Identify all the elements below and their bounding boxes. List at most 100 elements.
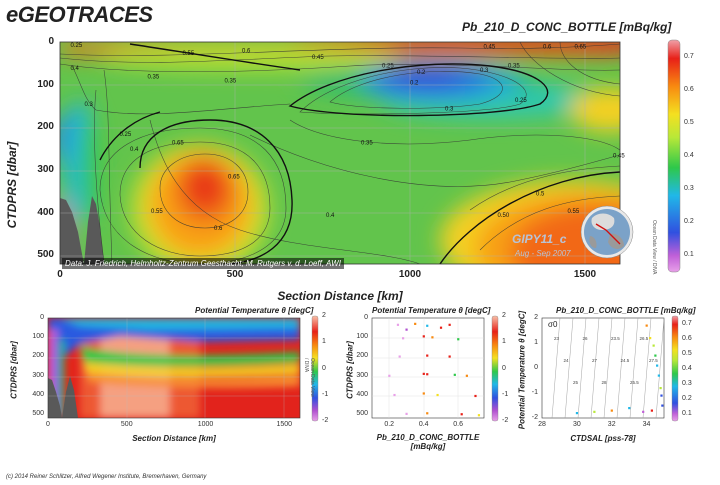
- profile-point: [422, 392, 425, 395]
- profile-point: [414, 322, 417, 325]
- contour-label: 0.3: [85, 102, 94, 108]
- main-color-field: [60, 42, 620, 264]
- profile-y-tick: 200: [356, 352, 368, 360]
- ts-x-tick: 34: [642, 421, 651, 428]
- ts-x-tick: 32: [607, 421, 616, 428]
- profile-y-tick: 100: [356, 333, 368, 341]
- profile-point: [388, 374, 391, 377]
- ts-y-tick: 2: [534, 314, 538, 321]
- ts-y-tick: -2: [531, 414, 538, 421]
- isopycnal-label: 27: [592, 358, 598, 363]
- profile-point: [474, 394, 477, 398]
- ts-colorbar-tick: 0.1: [682, 409, 692, 417]
- profile-point: [436, 393, 439, 397]
- main-colorbar-tick: 0.6: [684, 85, 694, 93]
- ts-colorbar-tick: 0.6: [682, 334, 692, 342]
- contour-label: 0.25: [382, 64, 394, 70]
- main-y-tick: 500: [37, 249, 54, 261]
- isopycnal-label: 28: [602, 380, 608, 385]
- copyright: (c) 2014 Reiner Schlitzer, Alfred Wegene…: [6, 474, 207, 480]
- profile-x-label: Pb_210_D_CONC_BOTTLE [mBq/kg]: [376, 433, 480, 451]
- profile-point: [426, 324, 429, 327]
- isopycnal-label: 24.5: [621, 358, 630, 363]
- profile-colorbar-tick: -2: [502, 417, 509, 424]
- ts-point: [659, 387, 662, 390]
- main-y-tick: 0: [48, 36, 54, 47]
- profile-plot-frame: [371, 317, 485, 419]
- contour-label: 0.4: [130, 147, 139, 153]
- globe-inset: [580, 205, 634, 259]
- temp-colorbar-tick: -2: [322, 417, 329, 424]
- temp-colorbar-tick: -1: [322, 390, 329, 398]
- main-colorbar-tick: 0.3: [684, 185, 694, 193]
- odv-label: Ocean Data View / DIVA: [651, 220, 657, 275]
- profile-point: [453, 373, 456, 376]
- profile-y-tick: 300: [356, 371, 368, 379]
- contour-label: 0.3: [480, 68, 489, 74]
- temp-y-tick: 400: [32, 390, 44, 398]
- temp-y-tick: 100: [32, 333, 44, 341]
- isopycnal-label: 24: [564, 358, 570, 363]
- main-contour-labels: 0.25 0.55 0.6 0.45 0.45 0.6 0.65 0.4 0.35 0.35 0.3…: [71, 43, 626, 232]
- temp-odv-label: Ocean Data View / DIVA: [303, 358, 315, 397]
- ts-point: [654, 354, 657, 357]
- main-x-tick: 1000: [398, 269, 422, 280]
- profile-point: [396, 323, 400, 326]
- contour-label: 0.25: [71, 43, 83, 49]
- temperature-colorbar: [311, 315, 319, 422]
- ts-x-label: CTDSAL [pss-78]: [570, 434, 636, 443]
- data-credit: Data: J. Friedrich, Helmholtz-Zentrum Ge…: [62, 258, 344, 269]
- main-colorbar: [667, 39, 681, 273]
- ts-point: [645, 324, 648, 327]
- temp-x-tick: 1000: [197, 421, 214, 428]
- isopycnal-label: 26.5: [640, 336, 649, 341]
- profile-point: [426, 354, 429, 357]
- profile-y-tick: 0: [364, 314, 368, 321]
- contour-label: 0.25: [515, 98, 527, 104]
- main-y-tick: 200: [37, 121, 54, 133]
- contour-label: 0.35: [148, 74, 160, 80]
- main-colorbar-tick: 0.5: [684, 118, 694, 126]
- main-x-tick: 1500: [573, 269, 597, 280]
- ts-point: [650, 409, 653, 412]
- cruise-label: GIPY11_c: [512, 232, 567, 246]
- ts-point: [656, 364, 659, 367]
- ts-x-tick: 28: [538, 421, 546, 428]
- sigma-label: σ0: [548, 320, 558, 329]
- temp-x-label: Section Distance [km]: [132, 434, 216, 443]
- contour-label: 0.65: [172, 140, 184, 146]
- profile-point: [477, 414, 481, 417]
- profile-point: [393, 393, 396, 397]
- profile-point: [460, 413, 463, 416]
- temp-x-tick: 500: [120, 421, 133, 428]
- ts-title: Pb_210_D_CONC_BOTTLE [mBq/kg]: [556, 306, 696, 315]
- ts-colorbar-tick: 0.2: [682, 394, 692, 402]
- contour-label: 0.4: [71, 66, 80, 72]
- profile-colorbar-tick: -1: [502, 390, 509, 398]
- main-colorbar-tick: 0.7: [684, 52, 694, 60]
- profile-colorbar-tick: 2: [502, 312, 506, 319]
- feature-label: 0.65: [228, 175, 240, 181]
- contour-label: 0.25: [120, 132, 132, 138]
- profile-point: [405, 328, 408, 331]
- contour-label: 0.6: [543, 44, 552, 50]
- profile-point: [431, 336, 434, 339]
- isopycnal-label: 27.5: [649, 358, 658, 363]
- ts-colorbar-tick: 0.7: [682, 319, 692, 327]
- profile-point: [426, 373, 429, 376]
- contour-label: 0.6: [242, 49, 251, 55]
- profile-y-tick: 400: [356, 390, 368, 398]
- temp-colorbar-tick: 1: [322, 338, 326, 346]
- contour-label: 0.35: [508, 64, 520, 70]
- contour-label: 0.50: [498, 213, 510, 219]
- main-x-tick: 500: [226, 269, 244, 280]
- temp-y-tick: 500: [32, 410, 44, 418]
- profile-colorbar-tick: 1: [502, 338, 506, 346]
- ts-y-tick: 0: [534, 364, 538, 371]
- feature-label: 0.55: [568, 209, 580, 215]
- main-parameter-title: Pb_210_D_CONC_BOTTLE [mBq/kg]: [462, 20, 672, 34]
- ts-plot-frame: [541, 317, 665, 419]
- temp-y-tick: 300: [32, 371, 44, 379]
- isopycnal-label: 25: [573, 380, 579, 385]
